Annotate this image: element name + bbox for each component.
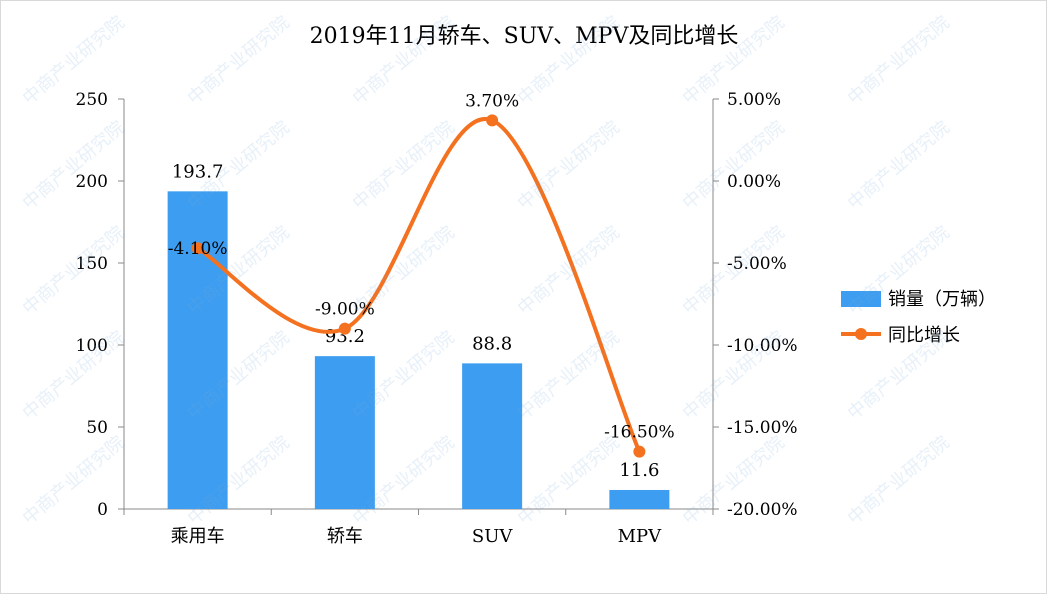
left-tick-label: 0: [97, 500, 108, 520]
x-tick-label: MPV: [618, 526, 663, 547]
left-tick-label: 150: [76, 254, 108, 274]
bar-data-label: 11.6: [619, 460, 659, 481]
right-tick-label: 5.00%: [727, 90, 781, 110]
bar-data-label: 193.7: [172, 161, 224, 182]
bar: [462, 363, 523, 509]
growth-point: [191, 242, 204, 255]
growth-data-label: -9.00%: [315, 300, 375, 320]
right-tick-label: 0.00%: [727, 172, 781, 192]
left-tick-label: 100: [76, 336, 108, 356]
growth-data-label: 3.70%: [465, 91, 519, 111]
growth-data-label: -16.50%: [604, 423, 675, 443]
right-tick-label: -5.00%: [727, 254, 787, 274]
left-tick-label: 50: [86, 418, 108, 438]
legend-bar-swatch: [841, 291, 881, 307]
right-tick-label: -15.00%: [727, 418, 798, 438]
left-tick-label: 200: [76, 172, 108, 192]
right-tick-label: -10.00%: [727, 336, 798, 356]
growth-point: [486, 114, 499, 127]
bar-data-label: 88.8: [472, 333, 512, 354]
x-tick-label: 乘用车: [171, 526, 225, 547]
bar: [609, 489, 670, 509]
x-tick-label: 轿车: [327, 526, 363, 547]
growth-point: [338, 322, 351, 335]
growth-point: [633, 445, 646, 458]
chart-title: 2019年11月轿车、SUV、MPV及同比增长: [310, 24, 739, 49]
x-tick-label: SUV: [472, 526, 514, 547]
growth-data-label: -4.10%: [168, 239, 228, 259]
legend-line-marker: [855, 328, 867, 340]
growth-line: [196, 116, 642, 453]
legend-line-label: 同比增长: [888, 325, 960, 346]
legend: 销量（万辆） 同比增长: [841, 289, 996, 346]
bar: [314, 356, 375, 509]
legend-bar-label: 销量（万辆）: [888, 289, 996, 310]
right-tick-label: -20.00%: [727, 500, 798, 520]
left-tick-label: 250: [76, 90, 108, 110]
